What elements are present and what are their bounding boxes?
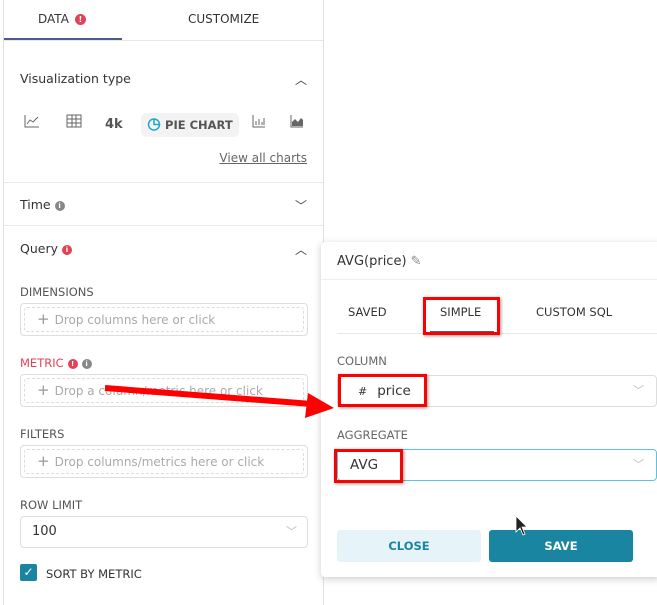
chevron-down-icon[interactable]: ﹀: [294, 199, 307, 213]
column-value: price: [377, 383, 411, 399]
annotation-box-aggregate: [334, 449, 403, 483]
metric-placeholder: Drop a column/metric here or click: [54, 384, 263, 398]
big-number-button[interactable]: 4k: [105, 117, 123, 132]
metric-dropzone[interactable]: + Drop a column/metric here or click: [20, 374, 308, 407]
pencil-icon[interactable]: ✎: [410, 254, 422, 269]
aggregate-label: AGGREGATE: [337, 428, 408, 442]
row-limit-value: 100: [32, 524, 57, 539]
sort-by-metric-checkbox[interactable]: ✓: [20, 564, 37, 581]
chevron-down-icon: ﹀: [633, 384, 644, 397]
chevron-up-icon[interactable]: ︿: [294, 73, 307, 87]
chevron-up-icon[interactable]: ︿: [294, 243, 307, 257]
annotation-box-simple: [423, 297, 500, 335]
plus-icon: +: [37, 452, 50, 470]
tab-simple[interactable]: SIMPLE: [440, 305, 482, 319]
tab-saved[interactable]: SAVED: [348, 305, 387, 319]
filters-label: FILTERS: [20, 427, 65, 441]
chevron-down-icon: ﹀: [633, 458, 644, 471]
area-chart-icon[interactable]: [290, 113, 304, 137]
tab-customize[interactable]: CUSTOMIZE: [188, 12, 260, 26]
tab-data[interactable]: DATA!: [38, 12, 86, 26]
info-icon: i: [62, 245, 72, 255]
column-label: COLUMN: [337, 354, 387, 368]
column-select[interactable]: # price ﹀: [337, 375, 657, 407]
pie-chart-label: PIE CHART: [165, 118, 233, 132]
query-title: Query: [20, 241, 58, 256]
viz-type-section: Visualization type ︿ 4k PIE CHART View a…: [4, 41, 323, 183]
metric-popover: AVG(price) ✎ SAVED SIMPLE CUSTOM SQL COL…: [321, 242, 657, 577]
dimensions-label: DIMENSIONS: [20, 285, 94, 299]
info-icon: i: [81, 359, 92, 369]
pie-chart-icon: [147, 118, 161, 132]
time-title: Time: [20, 197, 51, 212]
dimensions-placeholder: Drop columns here or click: [54, 313, 216, 327]
row-limit-select[interactable]: 100 ﹀: [20, 516, 308, 548]
control-panel: DATA! CUSTOMIZE Visualization type ︿ 4k …: [3, 0, 324, 605]
filters-dropzone[interactable]: + Drop columns/metrics here or click: [20, 445, 308, 478]
metric-label: METRIC: [20, 356, 64, 370]
save-button[interactable]: SAVE: [489, 530, 633, 562]
viz-type-title: Visualization type: [20, 71, 131, 86]
sort-by-metric-label: SORT BY METRIC: [46, 567, 142, 581]
error-icon: !: [67, 359, 78, 369]
bar-chart-icon[interactable]: [252, 113, 266, 137]
plus-icon: +: [37, 381, 50, 399]
dimensions-dropzone[interactable]: + Drop columns here or click: [20, 303, 308, 336]
line-chart-icon[interactable]: [24, 113, 40, 137]
table-icon[interactable]: [66, 113, 82, 137]
tab-data-label: DATA: [38, 12, 69, 26]
aggregate-value: AVG: [350, 457, 379, 473]
tab-custom-sql[interactable]: CUSTOM SQL: [536, 305, 613, 319]
error-icon: !: [74, 14, 86, 25]
plus-icon: +: [37, 310, 50, 328]
filters-placeholder: Drop columns/metrics here or click: [54, 455, 265, 469]
pie-chart-button[interactable]: PIE CHART: [141, 113, 239, 137]
annotation-box-column: [338, 374, 427, 407]
view-all-charts-link[interactable]: View all charts: [219, 151, 307, 165]
time-section[interactable]: Time i ﹀: [4, 183, 323, 226]
aggregate-select[interactable]: AVG ﹀: [337, 449, 657, 481]
row-limit-label: ROW LIMIT: [20, 498, 83, 512]
panel-tabs: DATA! CUSTOMIZE: [4, 0, 323, 41]
close-button[interactable]: CLOSE: [337, 530, 481, 562]
info-icon: i: [54, 201, 65, 211]
active-tab-underline: [4, 38, 122, 40]
chevron-down-icon: ﹀: [286, 525, 297, 538]
metric-title[interactable]: AVG(price): [337, 254, 407, 269]
numeric-type-icon: #: [358, 385, 368, 398]
